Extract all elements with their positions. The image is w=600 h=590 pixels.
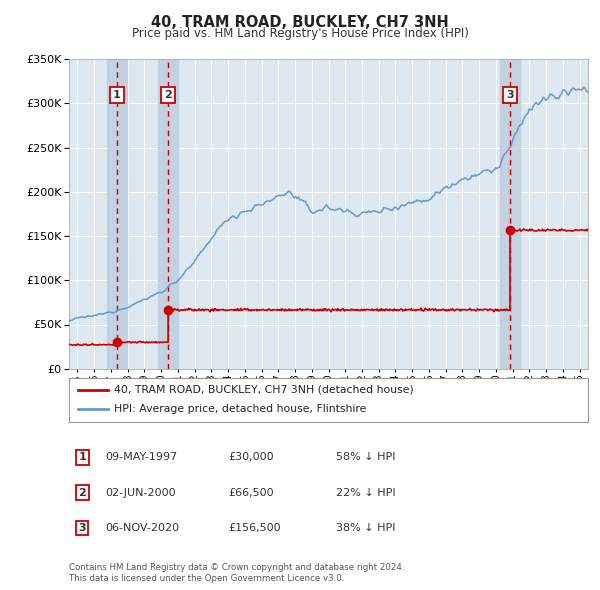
Text: HPI: Average price, detached house, Flintshire: HPI: Average price, detached house, Flin…: [114, 405, 367, 414]
Text: 06-NOV-2020: 06-NOV-2020: [105, 523, 179, 533]
Text: 2: 2: [79, 488, 86, 497]
Text: 3: 3: [79, 523, 86, 533]
Text: 3: 3: [506, 90, 514, 100]
Text: 58% ↓ HPI: 58% ↓ HPI: [336, 453, 395, 462]
Text: 1: 1: [113, 90, 121, 100]
Text: 38% ↓ HPI: 38% ↓ HPI: [336, 523, 395, 533]
Text: £156,500: £156,500: [228, 523, 281, 533]
Text: 40, TRAM ROAD, BUCKLEY, CH7 3NH: 40, TRAM ROAD, BUCKLEY, CH7 3NH: [151, 15, 449, 30]
Text: 22% ↓ HPI: 22% ↓ HPI: [336, 488, 395, 497]
Text: 09-MAY-1997: 09-MAY-1997: [105, 453, 177, 462]
Text: 2: 2: [164, 90, 172, 100]
Text: £66,500: £66,500: [228, 488, 274, 497]
Text: 02-JUN-2000: 02-JUN-2000: [105, 488, 176, 497]
Text: £30,000: £30,000: [228, 453, 274, 462]
Text: 1: 1: [79, 453, 86, 462]
Bar: [107, 59, 127, 369]
Bar: [158, 59, 178, 369]
Text: Price paid vs. HM Land Registry's House Price Index (HPI): Price paid vs. HM Land Registry's House …: [131, 27, 469, 40]
Text: Contains HM Land Registry data © Crown copyright and database right 2024.
This d: Contains HM Land Registry data © Crown c…: [69, 563, 404, 583]
Bar: [500, 59, 520, 369]
Text: 40, TRAM ROAD, BUCKLEY, CH7 3NH (detached house): 40, TRAM ROAD, BUCKLEY, CH7 3NH (detache…: [114, 385, 414, 395]
